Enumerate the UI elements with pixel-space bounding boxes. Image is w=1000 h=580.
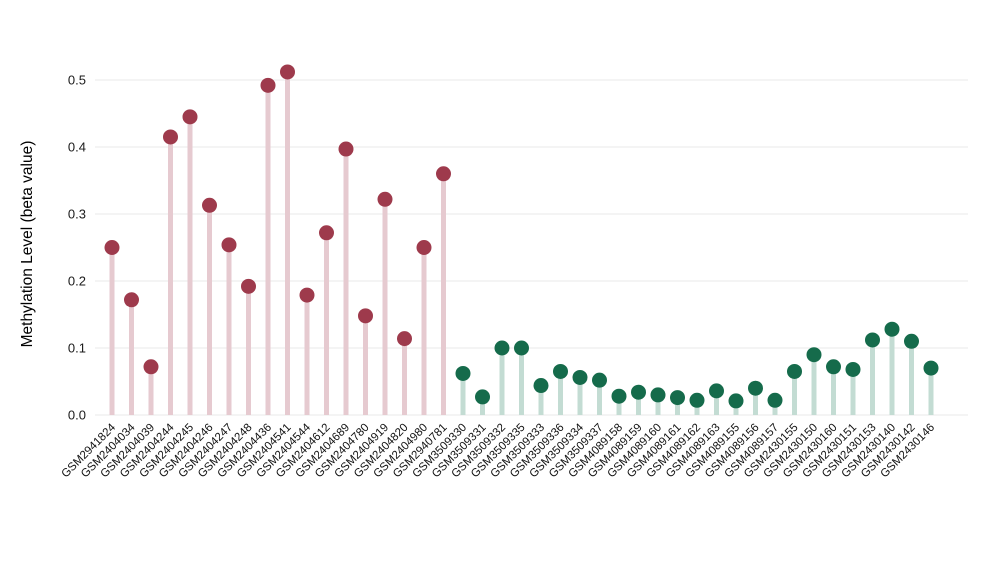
y-tick-label: 0.1 (68, 341, 86, 356)
lollipop-point (397, 331, 412, 347)
lollipop-point (143, 359, 159, 375)
lollipop-point (319, 225, 334, 241)
lollipop-point (689, 392, 705, 408)
lollipop-point (475, 389, 490, 405)
lollipop-point (787, 363, 802, 379)
lollipop-point (845, 361, 861, 377)
lollipop-point (280, 64, 295, 80)
lollipop-point (553, 363, 568, 379)
y-tick-label: 0.5 (68, 73, 86, 88)
lollipop-point (338, 141, 354, 157)
lollipop-point (923, 360, 939, 376)
lollipop-point (572, 369, 588, 385)
lollipop-point (455, 365, 471, 381)
lollipop-point (377, 191, 393, 207)
lollipop-point (533, 378, 549, 394)
lollipop-point (767, 392, 783, 408)
lollipop-point (806, 347, 822, 363)
lollipop-point (124, 292, 139, 308)
lollipop-point (202, 197, 217, 213)
lollipop-point (358, 308, 373, 324)
y-tick-label: 0.2 (68, 274, 86, 289)
y-tick-label: 0.4 (68, 140, 86, 155)
y-axis-title: Methylation Level (beta value) (19, 140, 36, 348)
lollipop-point (650, 387, 666, 403)
lollipop-point (709, 383, 724, 399)
lollipop-point (299, 287, 315, 303)
y-tick-label: 0.3 (68, 207, 86, 222)
y-tick-label: 0.0 (68, 408, 86, 423)
lollipop-point (436, 166, 451, 182)
lollipop-point (728, 393, 744, 409)
lollipop-point (670, 390, 685, 406)
lollipop-point (163, 129, 178, 145)
lollipop-point (104, 240, 120, 255)
lollipop-point (865, 332, 880, 348)
lollipop-point (514, 340, 529, 356)
lollipop-point (748, 380, 763, 396)
lollipop-point (416, 240, 432, 255)
lollipop-point (884, 321, 900, 337)
lollipop-point (221, 237, 237, 253)
lollipop-point (241, 278, 256, 294)
lollipop-point (494, 340, 510, 356)
lollipop-point (631, 384, 646, 400)
lollipop-point (592, 372, 607, 388)
lollipop-point (904, 333, 919, 349)
lollipop-point (611, 388, 627, 404)
lollipop-point (260, 77, 276, 93)
lollipop-point (182, 109, 198, 125)
lollipop-point (826, 359, 841, 375)
